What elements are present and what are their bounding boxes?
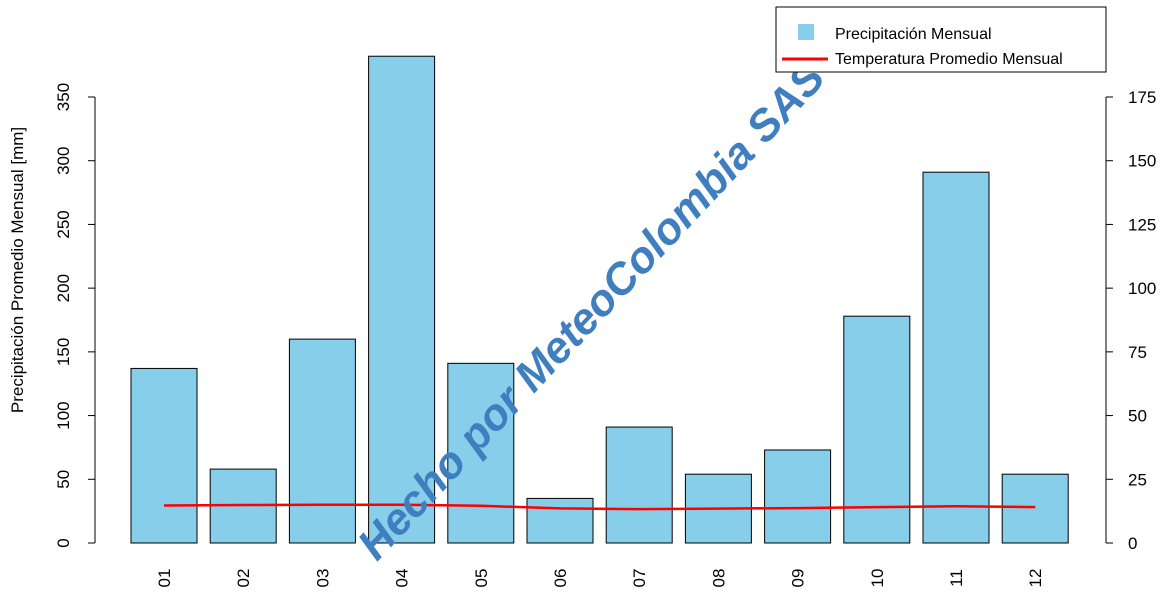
bar-03 bbox=[288, 338, 356, 544]
x-tick-label: 11 bbox=[947, 569, 966, 587]
x-tick-label: 10 bbox=[868, 569, 887, 588]
bar-07 bbox=[605, 426, 673, 544]
right-axis-tick-label: 175 bbox=[1128, 88, 1156, 107]
right-axis-tick-label: 25 bbox=[1128, 470, 1147, 489]
left-axis-tick-label: 100 bbox=[54, 401, 73, 429]
bars bbox=[130, 55, 1069, 544]
right-axis-tick-label: 125 bbox=[1128, 215, 1156, 234]
left-axis-tick-label: 350 bbox=[54, 83, 73, 111]
bar-11 bbox=[922, 171, 990, 544]
right-axis: 0 25 50 75 100 125 150 175 bbox=[1105, 88, 1156, 553]
temperature-line bbox=[163, 503, 1036, 511]
right-axis-tick-label: 75 bbox=[1128, 343, 1147, 362]
x-tick-label: 01 bbox=[155, 569, 174, 588]
x-tick-label: 04 bbox=[393, 569, 412, 588]
bar-06 bbox=[526, 497, 594, 544]
legend-label-precipitacion: Precipitación Mensual bbox=[835, 26, 992, 43]
legend-swatch-precipitacion bbox=[798, 24, 814, 40]
left-axis-tick-label: 300 bbox=[54, 147, 73, 175]
right-axis-tick-label: 100 bbox=[1128, 279, 1156, 298]
x-axis-labels: 01 02 03 04 05 06 07 08 09 10 11 12 bbox=[155, 569, 1045, 588]
legend-box bbox=[775, 6, 1107, 73]
x-tick-label: 08 bbox=[709, 569, 728, 588]
legend-label-temperatura: Temperatura Promedio Mensual bbox=[835, 51, 1063, 68]
left-axis-tick-label: 0 bbox=[54, 538, 73, 547]
x-tick-label: 07 bbox=[630, 569, 649, 588]
x-tick-label: 02 bbox=[234, 569, 253, 588]
left-axis: 0 50 100 150 200 250 300 350 bbox=[54, 83, 96, 548]
left-axis-tick-label: 200 bbox=[54, 274, 73, 302]
x-tick-label: 05 bbox=[472, 569, 491, 588]
x-tick-label: 03 bbox=[313, 569, 332, 588]
bar-01 bbox=[130, 367, 198, 544]
left-axis-tick-label: 250 bbox=[54, 210, 73, 238]
left-axis-tick-label: 150 bbox=[54, 338, 73, 366]
bar-05 bbox=[447, 362, 515, 544]
right-axis-tick-label: 150 bbox=[1128, 152, 1156, 171]
left-axis-tick-label: 50 bbox=[54, 470, 73, 489]
right-axis-tick-label: 50 bbox=[1128, 407, 1147, 426]
bar-09 bbox=[764, 449, 832, 544]
x-tick-label: 06 bbox=[551, 569, 570, 588]
x-tick-label: 09 bbox=[789, 569, 808, 588]
bar-10 bbox=[843, 315, 911, 544]
y-axis-title: Precipitación Promedio Mensual [mm] bbox=[8, 127, 27, 413]
temperature-line-layer bbox=[163, 503, 1036, 511]
legend: Precipitación Mensual Temperatura Promed… bbox=[775, 6, 1107, 73]
bar-04 bbox=[368, 55, 436, 544]
x-tick-label: 12 bbox=[1026, 569, 1045, 588]
right-axis-tick-label: 0 bbox=[1128, 534, 1137, 553]
bar-12 bbox=[1001, 473, 1069, 544]
